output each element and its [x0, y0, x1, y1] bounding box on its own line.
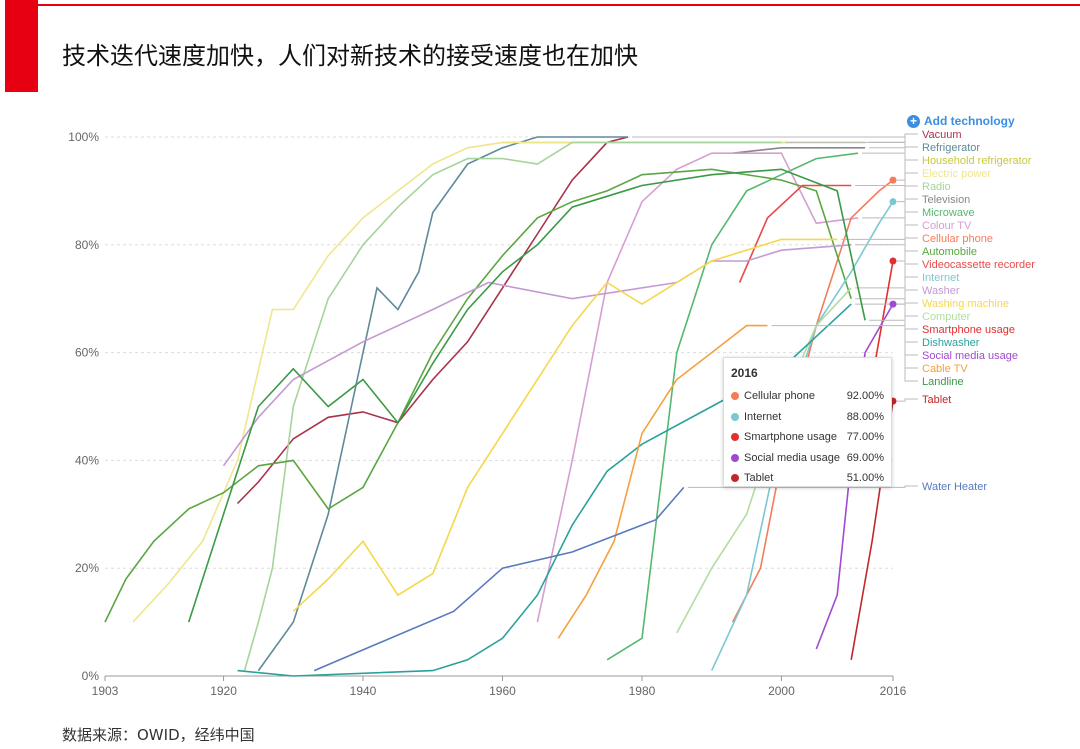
legend-label: Internet: [922, 272, 959, 284]
x-tick-label: 2000: [768, 684, 795, 698]
series-line-colour-tv: [536, 152, 859, 623]
source-note: 数据来源：OWID，经纬中国: [62, 726, 255, 744]
legend-connector: [869, 141, 918, 161]
tooltip-row: Tablet 51.00%: [724, 468, 891, 489]
tooltip-row: Internet 88.00%: [724, 407, 891, 428]
series-line-washing-machine: [292, 238, 838, 612]
x-tick-label: 1980: [629, 684, 656, 698]
legend-label: Microwave: [922, 207, 975, 219]
y-tick-label: 100%: [68, 130, 99, 144]
add-technology-button[interactable]: + Add technology: [907, 114, 1015, 128]
series-line-refrigerator: [257, 136, 628, 672]
series-line-washer: [222, 244, 852, 467]
x-tick-label: 1940: [350, 684, 377, 698]
legend-label: Cellular phone: [922, 233, 993, 245]
tooltip-value: 69.00%: [846, 451, 884, 464]
tooltip-series-name: Tablet: [744, 472, 774, 485]
series-line-vacuum: [236, 136, 629, 505]
legend-label: Videocassette recorder: [922, 259, 1035, 271]
legend-connector: [897, 303, 918, 356]
series-end-marker: [889, 176, 897, 184]
y-tick-label: 0%: [82, 669, 100, 683]
legend-label: Vacuum: [922, 129, 962, 141]
legend-label: Washing machine: [922, 298, 1009, 310]
series-line-microwave: [606, 152, 859, 661]
legend-label: Dishwasher: [922, 337, 980, 349]
tooltip-series-name: Internet: [744, 410, 782, 423]
legend-label: Social media usage: [922, 350, 1018, 362]
legend-label: Smartphone usage: [922, 324, 1015, 336]
page-title: 技术迭代速度加快，人们对新技术的接受速度也在加快: [62, 42, 638, 70]
legend-connector: [897, 179, 918, 239]
series-line-electric-power: [132, 141, 866, 623]
series-end-marker: [889, 198, 897, 206]
tooltip-row: Smartphone usage 77.00%: [724, 427, 891, 448]
series-dot-icon: [731, 474, 739, 483]
series-dot-icon: [731, 392, 739, 401]
legend-connector: [855, 244, 918, 291]
y-tick-label: 40%: [75, 453, 99, 467]
legend-label: Washer: [922, 285, 960, 297]
x-tick-label: 1903: [92, 684, 119, 698]
series-dot-icon: [731, 412, 739, 421]
legend-label: Radio: [922, 181, 951, 193]
legend-connector: [869, 319, 918, 382]
legend-label: Television: [922, 194, 970, 206]
tooltip-series-name: Smartphone usage: [744, 431, 837, 444]
title-accent-bar: [5, 0, 38, 92]
series-end-marker: [889, 257, 897, 265]
add-technology-label: Add technology: [924, 114, 1015, 128]
tooltip-value: 88.00%: [846, 410, 884, 423]
chart-tooltip: 2016 Cellular phone 92.00% Internet 88.00% S…: [723, 357, 892, 487]
x-tick-label: 2016: [880, 684, 907, 698]
series-line-water-heater: [313, 486, 685, 672]
legend-connector: [855, 303, 918, 343]
series-line-videocassette-recorder: [738, 184, 852, 283]
legend-connector: [862, 217, 918, 226]
series-dot-icon: [731, 453, 739, 462]
series-end-marker: [889, 300, 897, 308]
legend-label: Cable TV: [922, 363, 968, 375]
legend-label: Landline: [922, 376, 964, 388]
legend-label: Colour TV: [922, 220, 972, 232]
series-line-cable-tv: [557, 324, 768, 639]
legend-connector: [841, 238, 918, 304]
series-line-radio: [243, 141, 782, 671]
series-line-television: [732, 147, 866, 154]
legend-label: Water Heater: [922, 481, 987, 493]
plus-icon: +: [907, 114, 920, 128]
legend-label: Computer: [922, 311, 971, 323]
tooltip-series-name: Social media usage: [744, 451, 841, 464]
legend-label: Refrigerator: [922, 142, 980, 154]
legend-label: Household refrigerator: [922, 155, 1032, 167]
tooltip-value: 51.00%: [846, 472, 884, 485]
y-tick-label: 80%: [75, 238, 99, 252]
x-tick-label: 1960: [489, 684, 516, 698]
legend-connector: [687, 485, 918, 488]
top-divider: [38, 4, 1080, 6]
series-line-automobile: [104, 168, 852, 623]
tooltip-row: Social media usage 69.00%: [724, 448, 891, 469]
tooltip-row: Cellular phone 92.00%: [724, 386, 891, 407]
legend-label: Automobile: [922, 246, 977, 258]
legend-label: Tablet: [922, 394, 951, 406]
legend-connector: [855, 250, 918, 300]
series-dot-icon: [731, 433, 739, 442]
tooltip-year: 2016: [731, 366, 758, 380]
y-tick-label: 60%: [75, 346, 99, 360]
series-line-landline: [187, 168, 866, 623]
tooltip-value: 77.00%: [846, 431, 884, 444]
y-tick-label: 20%: [75, 561, 99, 575]
legend-label: Electric power: [922, 168, 991, 180]
tooltip-value: 92.00%: [846, 390, 884, 403]
legend-connector: [897, 260, 918, 330]
tooltip-series-name: Cellular phone: [744, 390, 815, 403]
x-tick-label: 1920: [210, 684, 237, 698]
legend-connector: [897, 398, 918, 402]
